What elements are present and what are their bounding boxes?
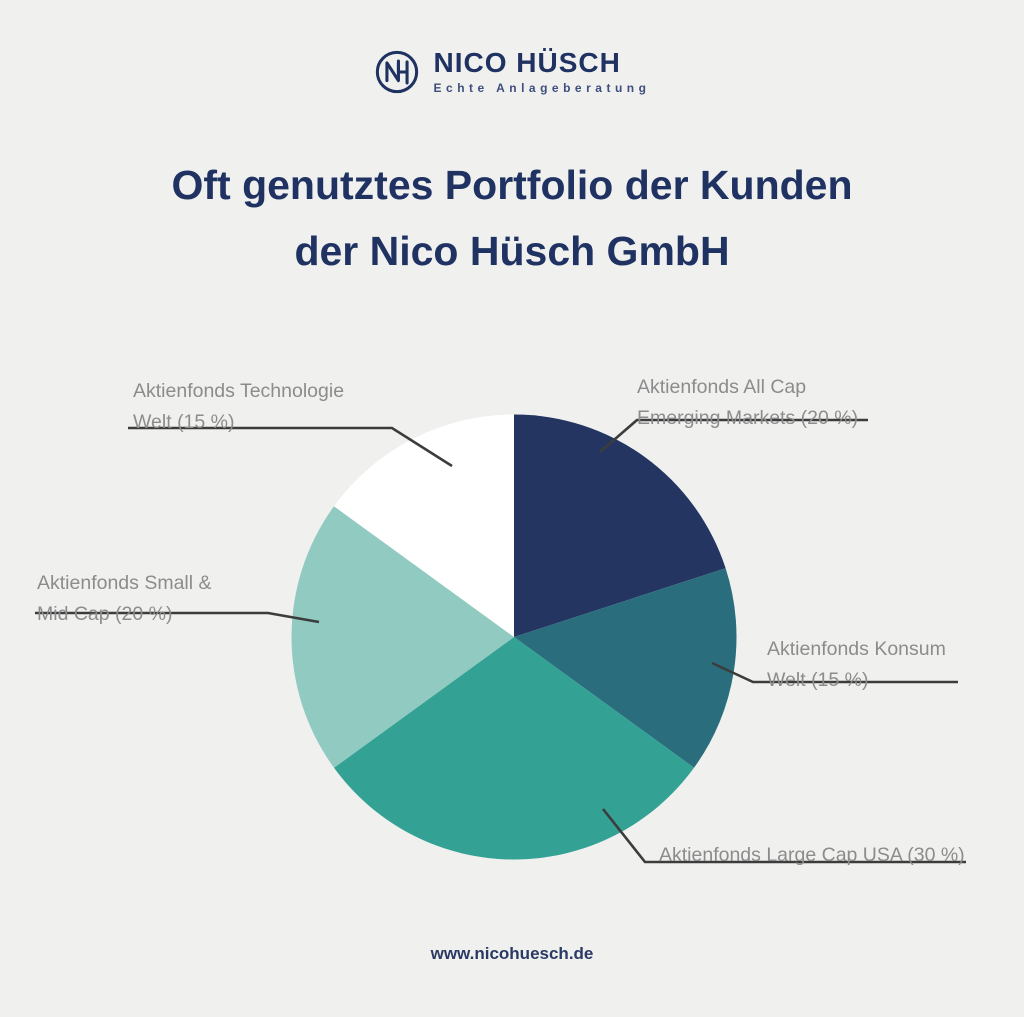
leader-line-largecap (601, 808, 966, 864)
pie-slices-group (291, 414, 737, 860)
brand-name: NICO HÜSCH (433, 47, 621, 78)
page-title: Oft genutztes Portfolio der Kunden der N… (0, 152, 1024, 284)
callout-emerging-line2: Emerging Markets (20 %) (637, 407, 859, 429)
website-url: www.nicohuesch.de (430, 944, 594, 963)
pie-slice-aktienfonds-large-cap-usa (333, 637, 695, 860)
callout-konsum: Aktienfonds Konsum Welt (15 %) (767, 634, 946, 696)
callout-emerging-line1: Aktienfonds All Cap (637, 376, 807, 398)
pie-slice-aktienfonds-all-cap-emerging-markets (514, 414, 726, 637)
leader-lines-group (35, 418, 966, 864)
pie-slice-aktienfonds-small-mid-cap (291, 506, 514, 768)
callout-smallmid-line2: Mid Cap (20 %) (37, 603, 173, 625)
callout-smallmid: Aktienfonds Small & Mid Cap (20 %) (37, 568, 212, 630)
leader-line-smallmid (35, 611, 320, 624)
nh-monogram-icon (375, 50, 418, 93)
page-title-line1: Oft genutztes Portfolio der Kunden (171, 162, 853, 208)
page-title-line2: der Nico Hüsch GmbH (294, 228, 730, 274)
callout-konsum-line2: Welt (15 %) (767, 669, 869, 691)
callout-technologie-line2: Welt (15 %) (133, 411, 235, 433)
callout-largecap-line1: Aktienfonds Large Cap USA (30 %) (659, 844, 965, 866)
callout-konsum-line1: Aktienfonds Konsum (767, 638, 946, 660)
brand-logo: NICO HÜSCH Echte Anlageberatung (0, 48, 1024, 95)
callout-technologie-line1: Aktienfonds Technologie (133, 380, 345, 402)
leader-line-konsum (711, 661, 958, 684)
callout-technologie: Aktienfonds Technologie Welt (15 %) (133, 376, 344, 438)
leader-line-emerging (599, 418, 868, 453)
callout-smallmid-line1: Aktienfonds Small & (37, 572, 212, 594)
pie-slice-aktienfonds-konsum-welt (514, 568, 737, 768)
callout-emerging: Aktienfonds All Cap Emerging Markets (20… (637, 372, 858, 434)
brand-tagline: Echte Anlageberatung (433, 81, 651, 95)
callout-largecap: Aktienfonds Large Cap USA (30 %) (659, 840, 965, 871)
pie-slice-aktienfonds-technologie-welt (333, 414, 514, 637)
leader-line-technologie (128, 426, 453, 468)
